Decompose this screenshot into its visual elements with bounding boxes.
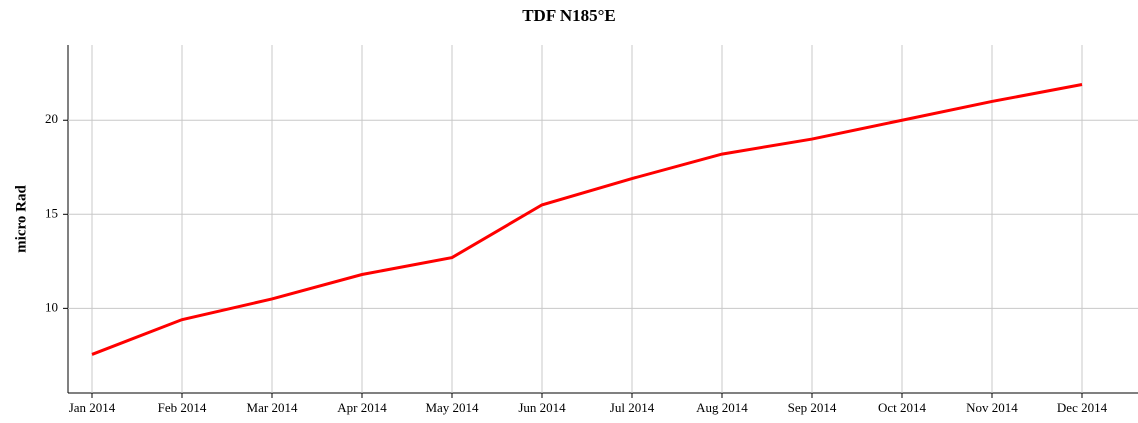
y-tick-label: 10 bbox=[45, 299, 58, 314]
x-tick-label: Feb 2014 bbox=[158, 400, 207, 415]
x-tick-label: Apr 2014 bbox=[337, 400, 387, 415]
x-tick-label: Nov 2014 bbox=[966, 400, 1018, 415]
x-tick-label: Jun 2014 bbox=[518, 400, 566, 415]
y-tick-label: 20 bbox=[45, 111, 58, 126]
x-tick-label: Mar 2014 bbox=[247, 400, 298, 415]
x-tick-label: Aug 2014 bbox=[696, 400, 748, 415]
x-tick-label: Oct 2014 bbox=[878, 400, 927, 415]
x-tick-label: May 2014 bbox=[425, 400, 479, 415]
x-tick-label: Dec 2014 bbox=[1057, 400, 1108, 415]
chart-title: TDF N185°E bbox=[522, 6, 616, 25]
x-tick-label: Jul 2014 bbox=[610, 400, 655, 415]
y-axis-label: micro Rad bbox=[13, 185, 29, 253]
x-tick-label: Jan 2014 bbox=[69, 400, 116, 415]
x-tick-label: Sep 2014 bbox=[788, 400, 837, 415]
y-tick-label: 15 bbox=[45, 205, 58, 220]
data-line bbox=[91, 83, 1083, 356]
